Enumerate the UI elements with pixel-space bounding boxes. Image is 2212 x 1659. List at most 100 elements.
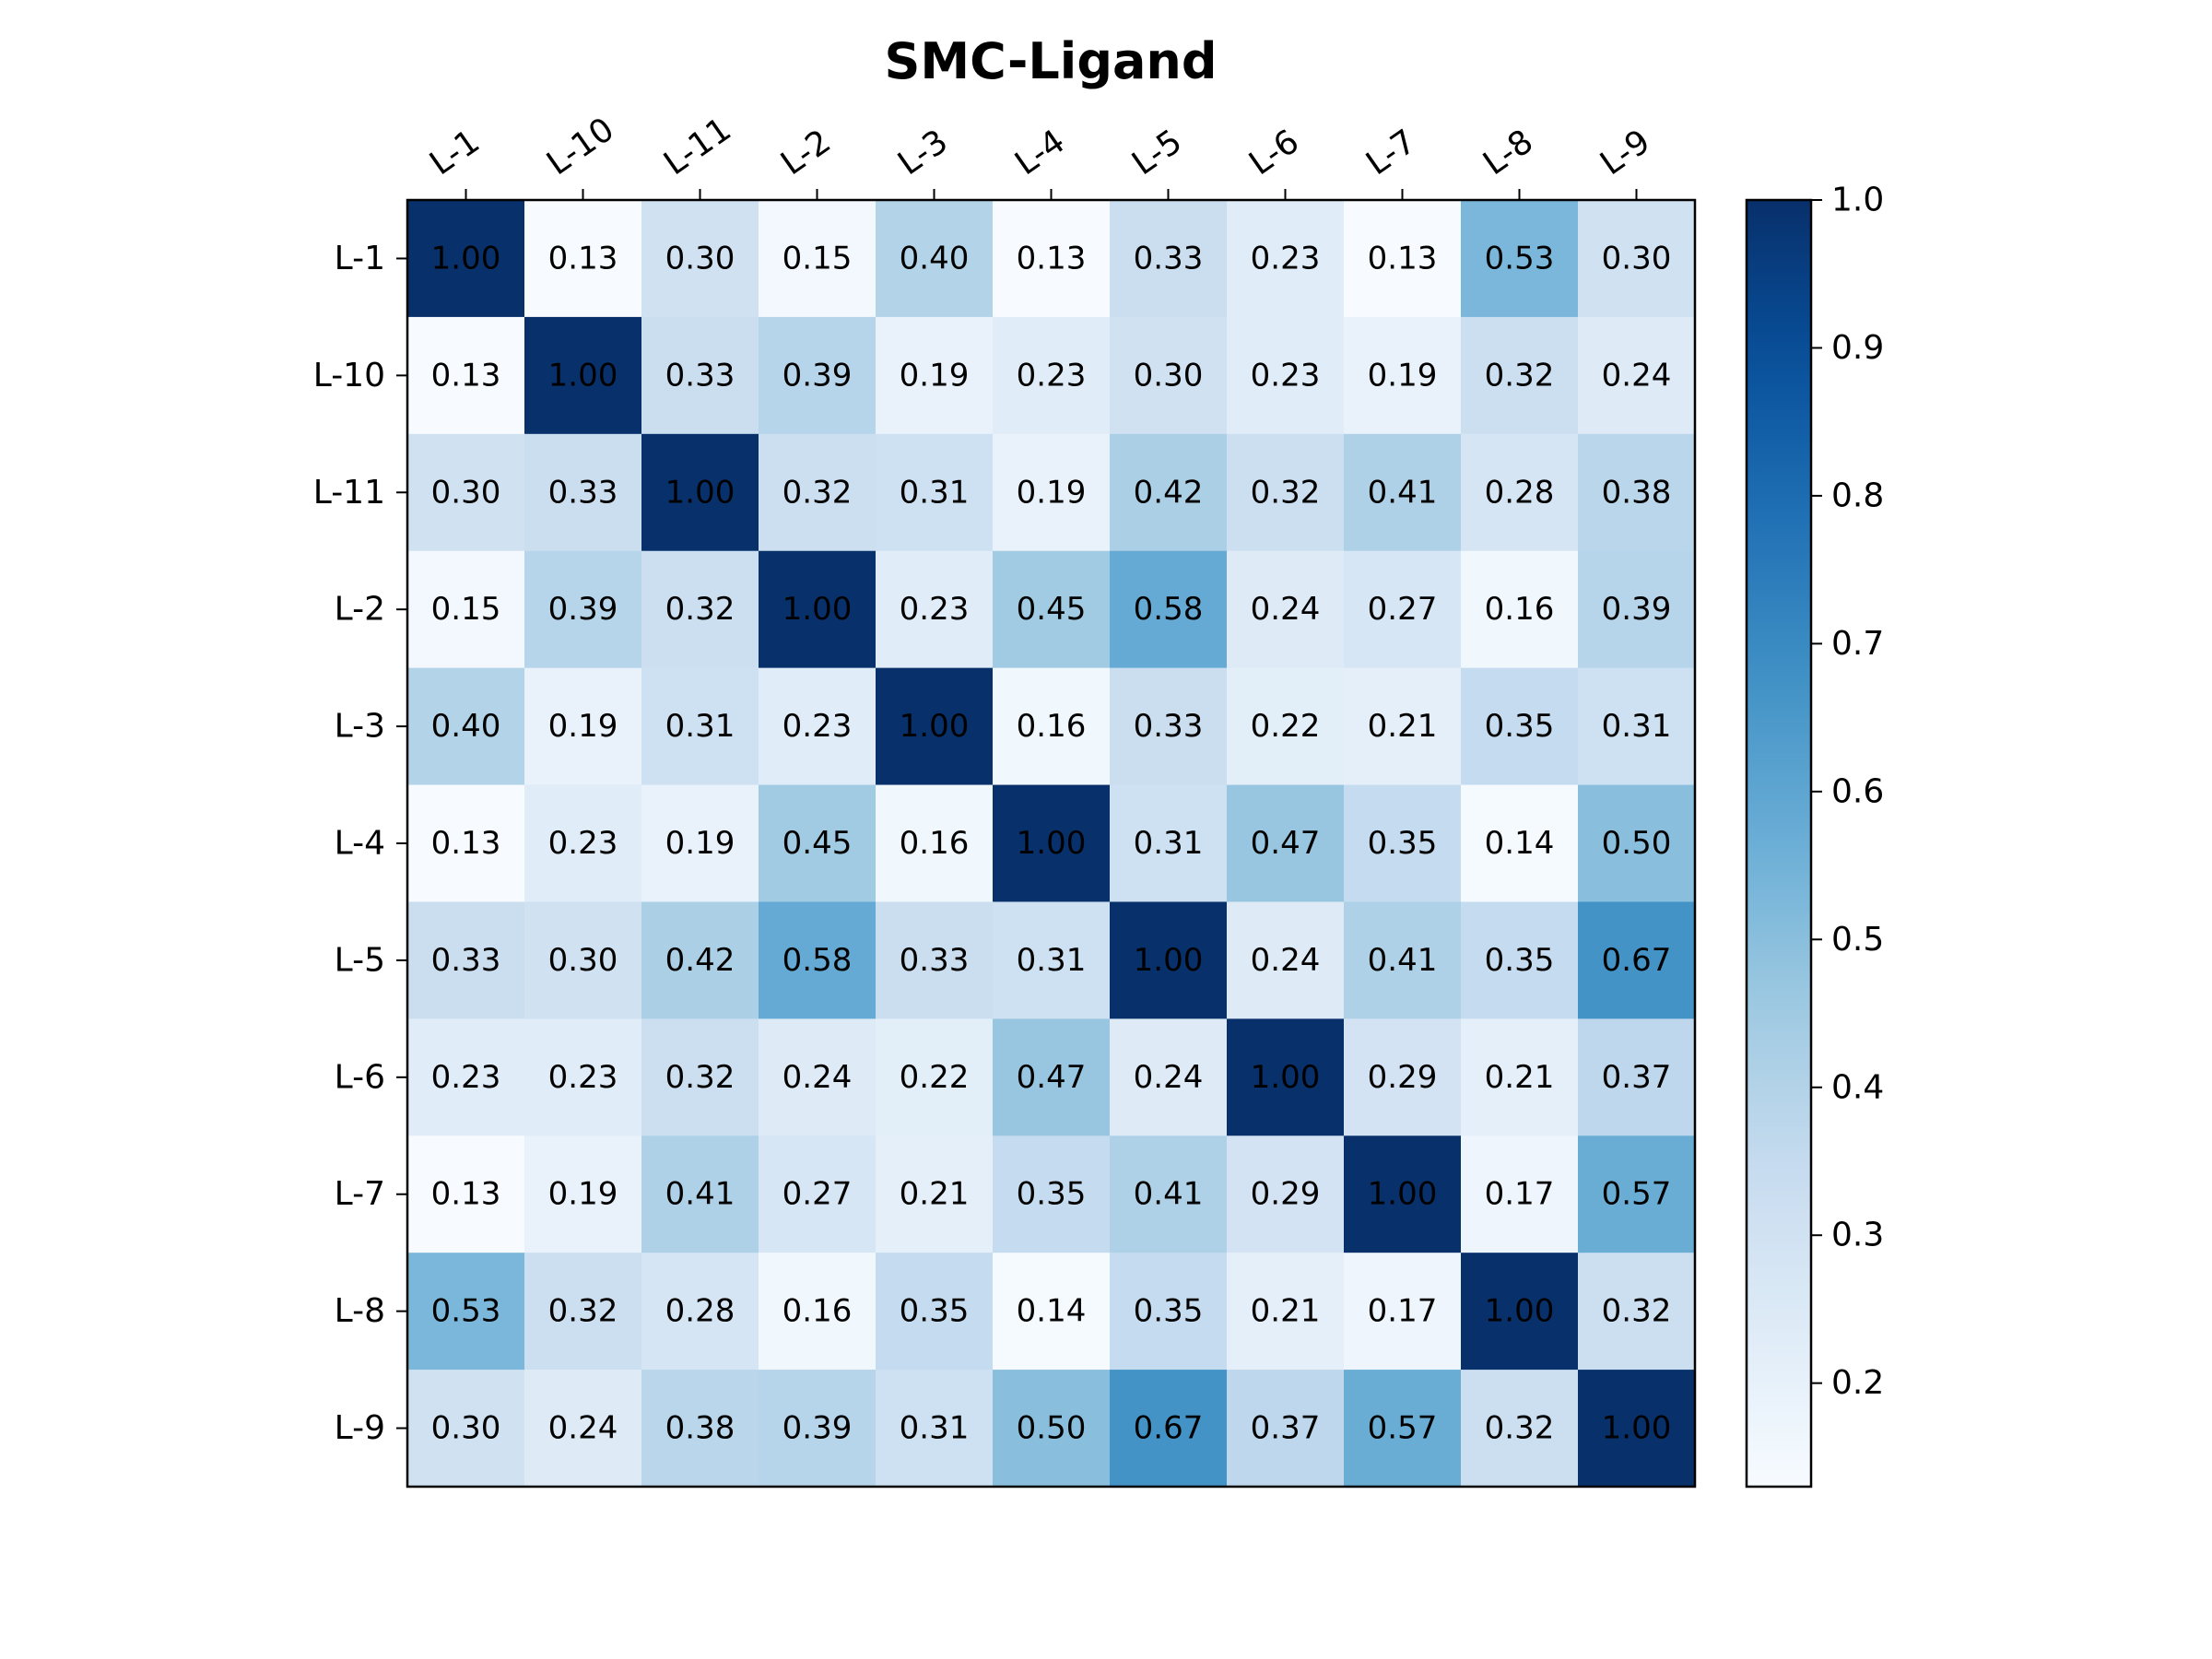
heatmap-cell xyxy=(1344,550,1462,669)
heatmap-cell xyxy=(641,1253,759,1371)
heatmap-cell xyxy=(1110,784,1228,903)
heatmap-cell xyxy=(641,1135,759,1253)
cell-value-label: 0.19 xyxy=(548,1176,618,1213)
heatmap-cell xyxy=(407,316,525,435)
cell-value-label: 0.53 xyxy=(431,1293,501,1330)
cell-value-label: 0.41 xyxy=(1368,474,1438,511)
cell-value-label: 0.17 xyxy=(1485,1176,1555,1213)
cell-value-label: 0.13 xyxy=(548,240,618,276)
cell-value-label: 0.31 xyxy=(665,708,735,745)
heatmap-cell xyxy=(1461,550,1579,669)
cell-value-label: 0.50 xyxy=(1602,825,1672,862)
colorbar-tick-label: 0.9 xyxy=(1831,329,1884,367)
cell-value-label: 0.32 xyxy=(1251,474,1321,511)
heatmap-cell xyxy=(1578,433,1696,552)
heatmap-cell xyxy=(1227,1253,1345,1371)
heatmap-cell xyxy=(407,200,525,318)
cell-value-label: 0.29 xyxy=(1368,1059,1438,1096)
cell-value-label: 0.13 xyxy=(1017,240,1087,276)
y-tick-label: L-10 xyxy=(313,357,385,394)
heatmap-cell xyxy=(641,1370,759,1488)
heatmap-cell xyxy=(1110,433,1228,552)
heatmap-cell xyxy=(407,1253,525,1371)
heatmap-cell xyxy=(759,433,877,552)
cell-value-label: 0.30 xyxy=(1602,240,1672,276)
heatmap-cell xyxy=(1344,200,1462,318)
heatmap-cell xyxy=(524,550,642,669)
x-tick-label: L-4 xyxy=(1008,123,1072,182)
heatmap-cell xyxy=(524,316,642,435)
colorbar-axis: 0.2 0.3 0.4 0.5 0.6 0.7 0.8 0.9 1.0 xyxy=(1811,182,1884,1402)
heatmap-cell xyxy=(876,1018,994,1136)
cell-value-label: 0.35 xyxy=(900,1293,970,1330)
cell-value-label: 0.24 xyxy=(782,1059,853,1096)
cell-value-label: 0.30 xyxy=(431,1410,501,1447)
heatmap-cell xyxy=(1344,784,1462,903)
cell-value-label: 0.42 xyxy=(1134,474,1204,511)
cell-value-label: 0.23 xyxy=(782,708,853,745)
cell-value-label: 0.37 xyxy=(1602,1059,1672,1096)
cell-value-label: 0.21 xyxy=(1485,1059,1555,1096)
heatmap-cell xyxy=(524,200,642,318)
cell-value-label: 0.31 xyxy=(1017,942,1087,979)
cell-value-label: 0.33 xyxy=(1134,240,1204,276)
heatmap-cell xyxy=(759,901,877,1019)
colorbar-tick-label: 0.3 xyxy=(1831,1217,1884,1254)
y-tick-label: L-3 xyxy=(335,708,385,746)
cell-value-label: 0.23 xyxy=(548,825,618,862)
heatmap-cell xyxy=(1461,200,1579,318)
heatmap-cell xyxy=(1344,1018,1462,1136)
heatmap-cell xyxy=(1227,784,1345,903)
cell-value-label: 0.50 xyxy=(1017,1410,1087,1447)
colorbar-tick-label: 0.8 xyxy=(1831,477,1884,514)
heatmap-cell xyxy=(1344,433,1462,552)
heatmap-cell xyxy=(993,316,1111,435)
heatmap-cell xyxy=(1344,316,1462,435)
cell-value-label: 0.35 xyxy=(1485,942,1555,979)
heatmap-cell xyxy=(1578,667,1696,786)
heatmap-cell xyxy=(759,784,877,903)
heatmap-cell xyxy=(641,667,759,786)
cell-value-label: 0.33 xyxy=(665,357,735,394)
cell-value-label: 0.16 xyxy=(900,825,970,862)
cell-value-label: 0.58 xyxy=(782,942,853,979)
y-tick-label: L-8 xyxy=(335,1292,385,1330)
colorbar-tick-label: 0.6 xyxy=(1831,772,1884,810)
cell-value-label: 1.00 xyxy=(900,708,970,745)
cell-value-label: 1.00 xyxy=(1368,1176,1438,1213)
heatmap-cell xyxy=(993,667,1111,786)
y-tick-label: L-6 xyxy=(335,1058,385,1096)
cell-value-label: 0.13 xyxy=(431,825,501,862)
heatmap-cell xyxy=(759,1253,877,1371)
cell-value-label: 0.28 xyxy=(665,1293,735,1330)
cell-value-label: 1.00 xyxy=(1251,1059,1321,1096)
cell-value-label: 0.30 xyxy=(1134,357,1204,394)
y-tick-label: L-4 xyxy=(335,825,385,863)
cell-value-label: 0.40 xyxy=(900,240,970,276)
cell-value-label: 0.16 xyxy=(782,1293,853,1330)
cell-value-label: 0.35 xyxy=(1368,825,1438,862)
heatmap-cell xyxy=(1110,1135,1228,1253)
heatmap-cell xyxy=(1578,1370,1696,1488)
heatmap-cell xyxy=(1578,901,1696,1019)
heatmap-cell xyxy=(1344,667,1462,786)
heatmap-cell xyxy=(641,200,759,318)
cell-value-label: 0.13 xyxy=(431,1176,501,1213)
heatmap-cell xyxy=(641,550,759,669)
heatmap-cell xyxy=(407,550,525,669)
cell-value-label: 0.15 xyxy=(431,591,501,628)
heatmap-cell xyxy=(876,784,994,903)
cell-value-label: 0.28 xyxy=(1485,474,1555,511)
heatmap-cell xyxy=(1578,550,1696,669)
cell-value-label: 0.29 xyxy=(1251,1176,1321,1213)
heatmap-cell xyxy=(1344,1253,1462,1371)
cell-value-label: 0.21 xyxy=(900,1176,970,1213)
cell-value-label: 0.23 xyxy=(900,591,970,628)
heatmap-cell xyxy=(876,901,994,1019)
heatmap-cell xyxy=(876,316,994,435)
heatmap-cell xyxy=(1578,1018,1696,1136)
cell-value-label: 0.32 xyxy=(1602,1293,1672,1330)
heatmap-cell xyxy=(524,1018,642,1136)
colorbar-tick-label: 1.0 xyxy=(1831,182,1884,219)
heatmap-cell xyxy=(993,433,1111,552)
